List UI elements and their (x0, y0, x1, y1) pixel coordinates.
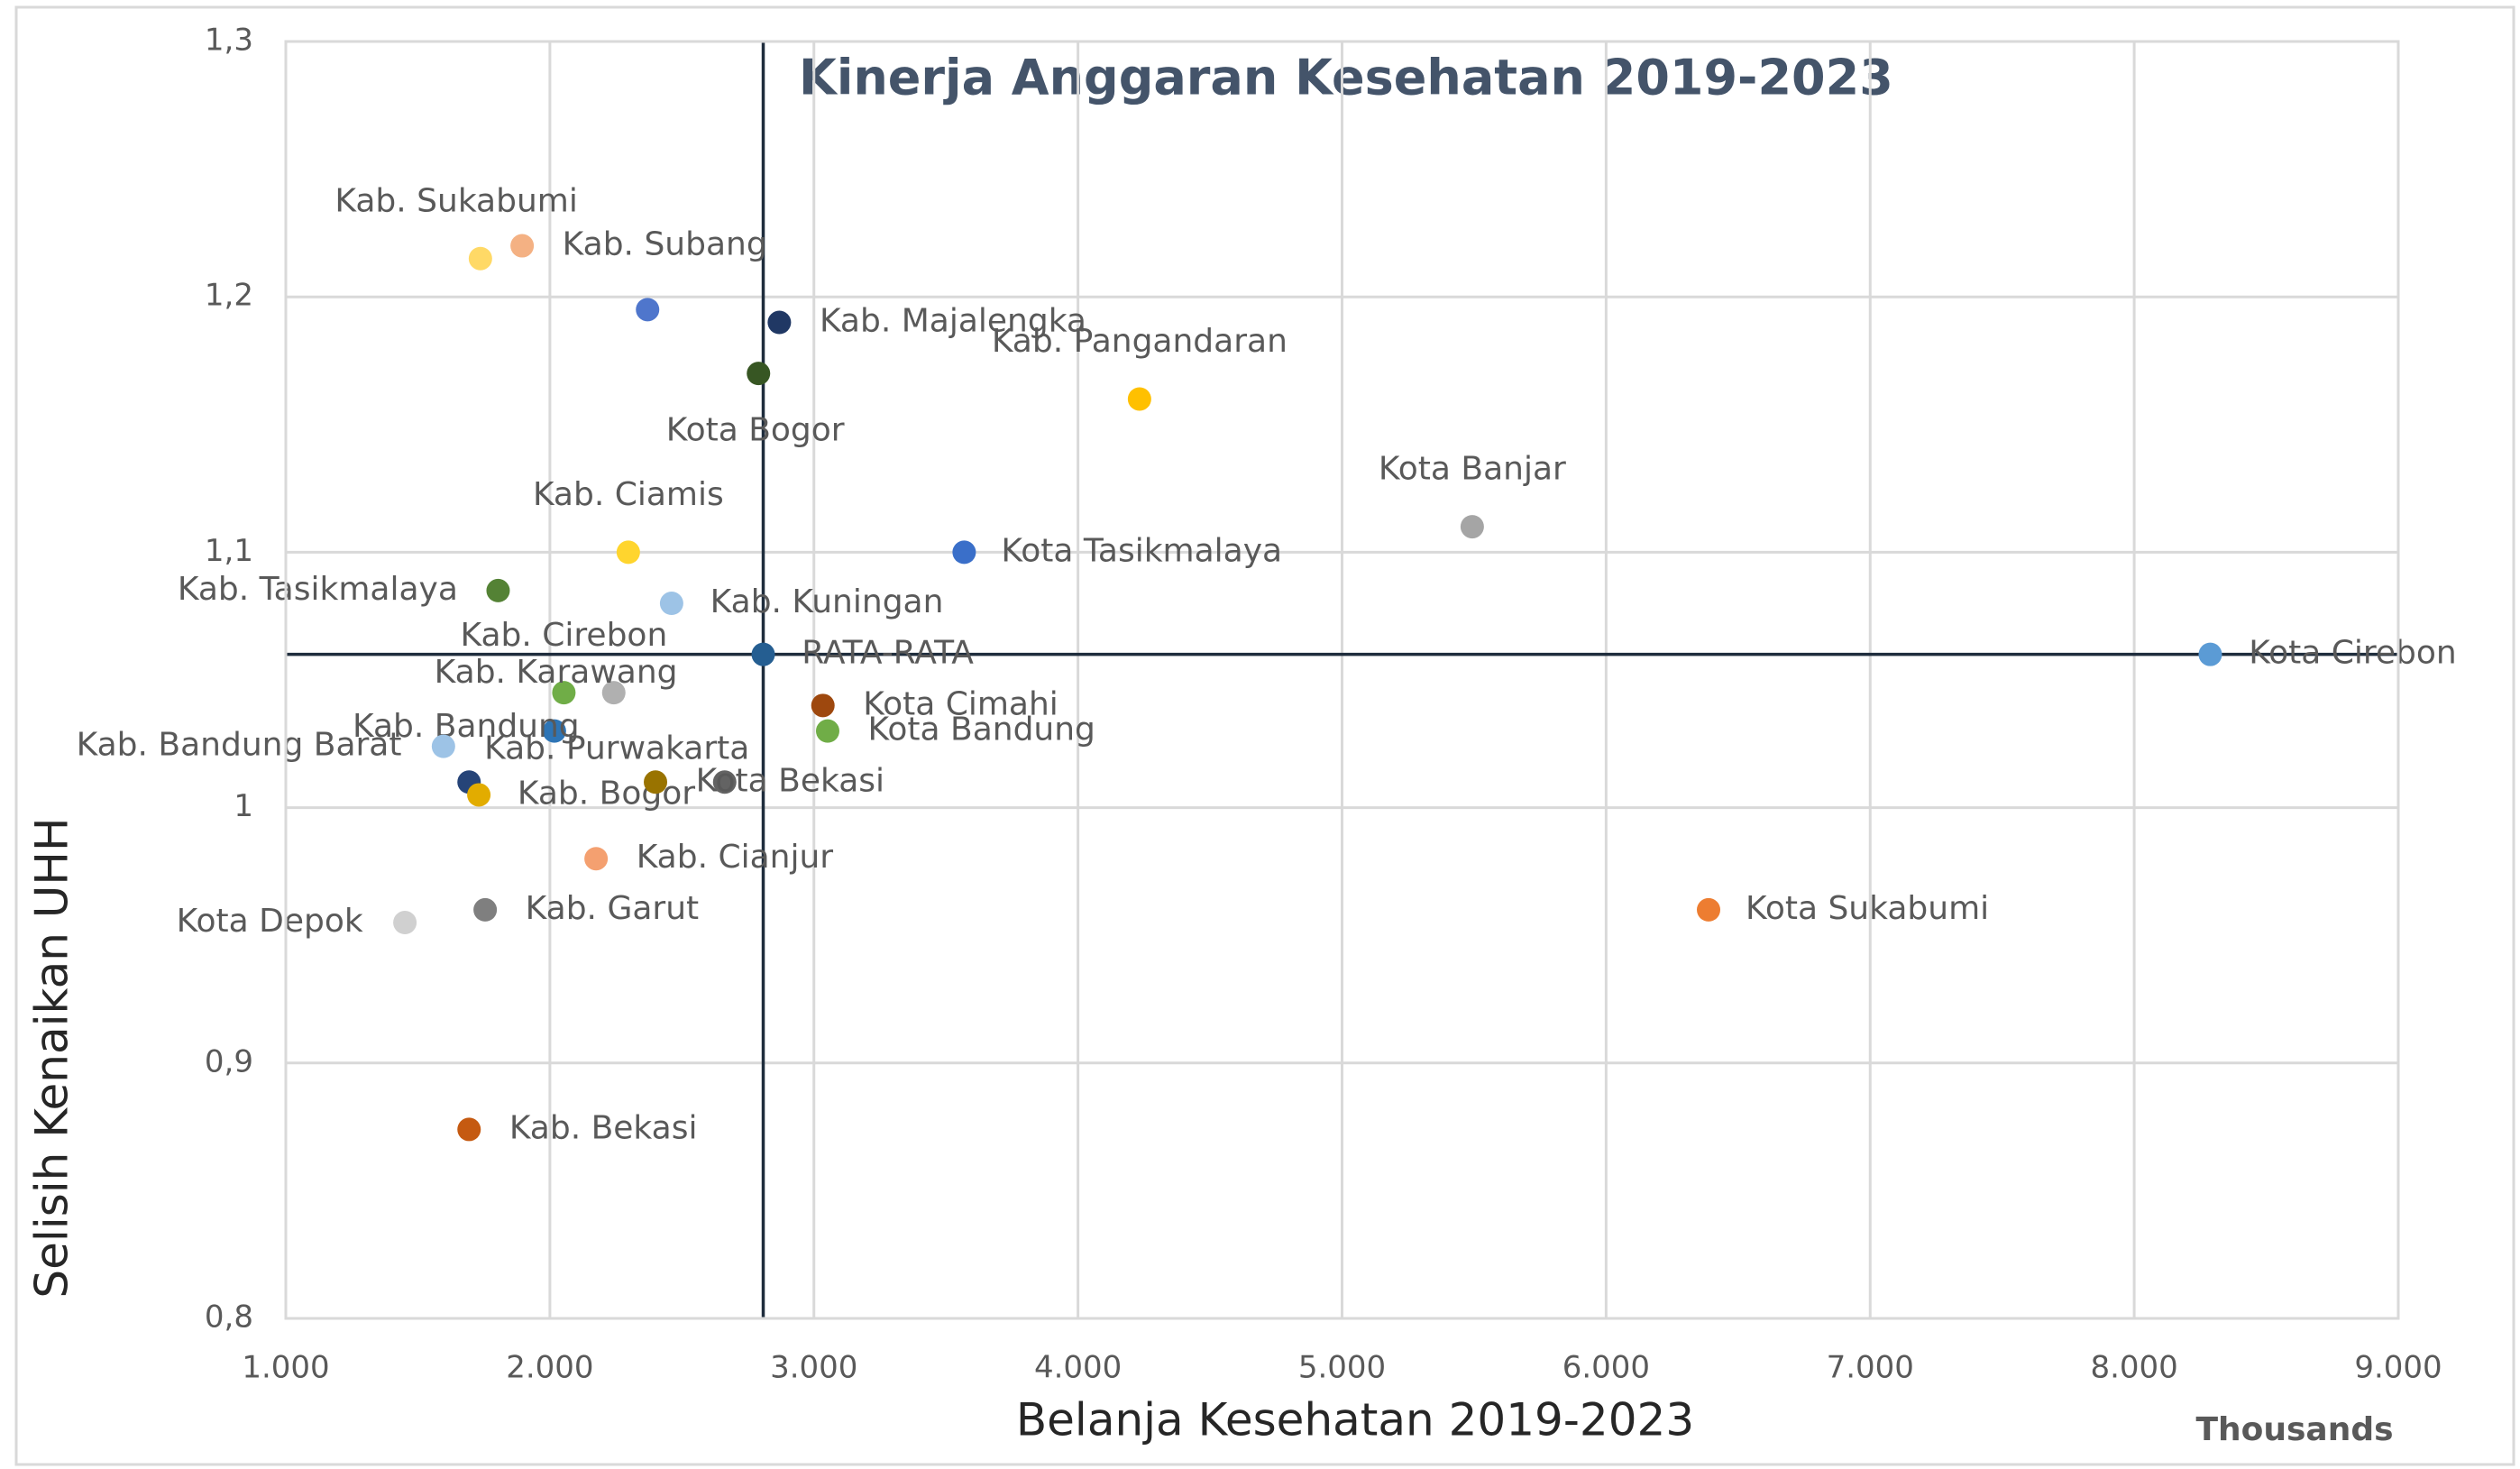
point-label: Kab. Cirebon (461, 617, 668, 654)
point-label: Kab. Kuningan (710, 583, 944, 620)
point (767, 310, 792, 335)
y-tick-label: 0,9 (205, 1043, 253, 1079)
x-tick-label: 4.000 (1034, 1350, 1122, 1386)
point-label: Kota Cirebon (2249, 635, 2456, 672)
point (473, 897, 498, 922)
point-label: Kab. Bekasi (509, 1109, 698, 1146)
point-label: Kab. Cianjur (637, 839, 834, 876)
point (601, 681, 626, 705)
point (712, 770, 737, 794)
point-label: Kab. Ciamis (533, 476, 724, 513)
point-label: Kab. Bandung Barat (77, 727, 402, 764)
point (468, 246, 492, 271)
point (467, 783, 491, 807)
plot-border (284, 40, 2400, 1320)
point (431, 734, 455, 758)
point (1697, 897, 1721, 922)
point-label: Kab. Karawang (435, 654, 678, 691)
point-label: Kab. Tasikmalaya (178, 571, 458, 608)
point-label: Kab. Garut (526, 890, 699, 927)
x-tick-label: 1.000 (242, 1350, 329, 1386)
point (542, 719, 566, 743)
point-label: Kota Bekasi (696, 762, 884, 799)
point-label: RATA-RATA (802, 635, 974, 672)
point-label: Kota Cimahi (863, 685, 1058, 722)
point (393, 911, 417, 935)
point (751, 642, 775, 666)
point (659, 592, 683, 616)
point (811, 693, 835, 718)
x-axis-title: Belanja Kesehatan 2019-2023 (1016, 1394, 1694, 1446)
x-tick-label: 5.000 (1298, 1350, 1386, 1386)
y-tick-label: 0,8 (205, 1299, 253, 1336)
point-label: Kota Bogor (666, 411, 845, 448)
point-label: Kota Banjar (1379, 451, 1566, 488)
point-label: Kab. Sukabumi (334, 182, 577, 219)
point (584, 847, 609, 871)
x-tick-label: 3.000 (770, 1350, 857, 1386)
point-label: Kab. Pangandaran (992, 323, 1287, 360)
point-label: Kab. Bandung (353, 708, 580, 745)
x-tick-label: 8.000 (2090, 1350, 2177, 1386)
point (636, 298, 660, 322)
y-axis-title: Selisih Kenaikan UHH (26, 817, 78, 1298)
point-label: Kota Tasikmalaya (1001, 532, 1282, 569)
chart-frame (14, 5, 2515, 1466)
point (644, 770, 668, 794)
point (1460, 515, 1484, 539)
point-label: Kab. Majalengka (820, 303, 1086, 340)
point-label: Kota Depok (177, 903, 363, 940)
y-tick-label: 1,2 (205, 278, 253, 314)
x-tick-label: 2.000 (506, 1350, 593, 1386)
point-label: Kab. Subang (563, 226, 767, 263)
y-tick-label: 1,1 (205, 533, 253, 569)
point (552, 681, 576, 705)
x-tick-label: 6.000 (1562, 1350, 1650, 1386)
point (457, 1117, 481, 1142)
point (616, 540, 640, 565)
point (2198, 642, 2222, 666)
y-tick-label: 1 (234, 788, 253, 824)
point-label: Kota Bandung (868, 712, 1095, 748)
point (510, 234, 535, 258)
point (747, 362, 771, 386)
x-tick-label: 7.000 (1827, 1350, 1914, 1386)
point-label: Kab. Bogor (518, 775, 695, 812)
x-unit-label: Thousands (2195, 1411, 2393, 1448)
x-tick-label: 9.000 (2354, 1350, 2442, 1386)
y-tick-label: 1,3 (205, 23, 253, 59)
point (815, 719, 839, 743)
point-label: Kota Sukabumi (1746, 890, 1989, 927)
point (486, 578, 510, 602)
chart-title: Kinerja Anggaran Kesehatan 2019-2023 (799, 50, 1893, 106)
point (952, 540, 976, 565)
point (1127, 387, 1151, 411)
point-label: Kab. Purwakarta (484, 730, 749, 767)
